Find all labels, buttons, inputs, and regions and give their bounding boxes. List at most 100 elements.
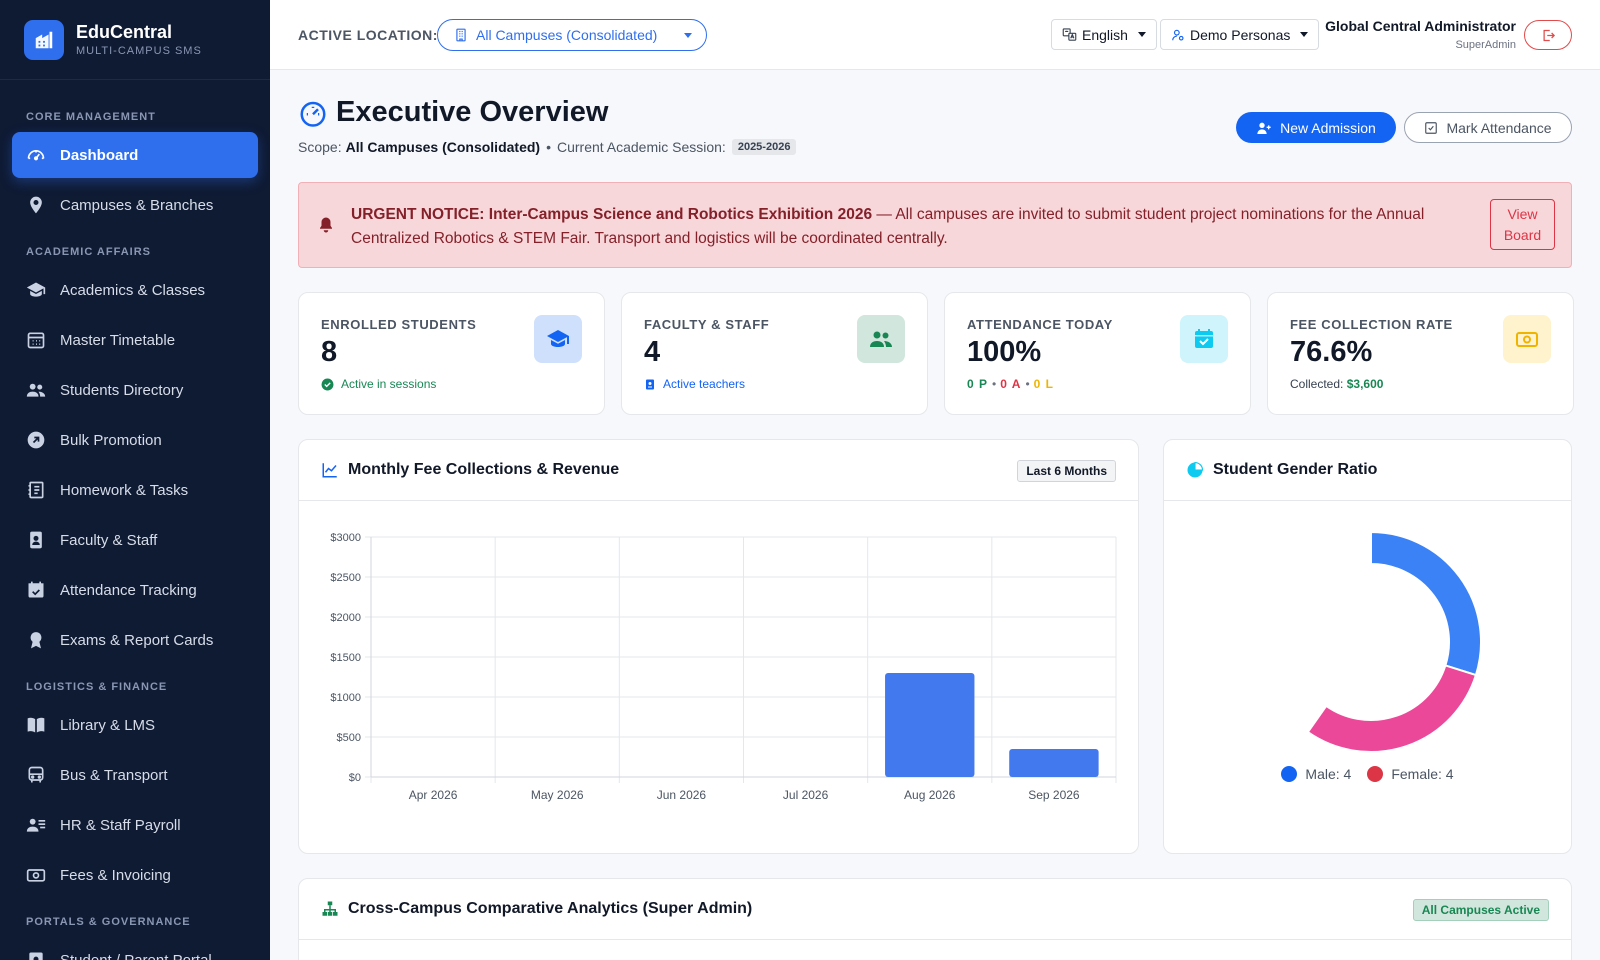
session-label: Current Academic Session: bbox=[556, 139, 726, 155]
sidebar-item-label: Homework & Tasks bbox=[60, 481, 189, 499]
sidebar-item-label: Dashboard bbox=[60, 146, 139, 164]
stat-sub-text: Active teachers bbox=[663, 377, 746, 391]
sidebar-item-label: Master Timetable bbox=[60, 331, 176, 349]
sidebar-item-portal[interactable]: Student / Parent Portal bbox=[12, 937, 258, 960]
calendar-check-icon bbox=[1195, 329, 1213, 348]
sidebar-item-label: Library & LMS bbox=[60, 716, 156, 734]
person-badge-icon bbox=[29, 952, 43, 960]
calendar-check-icon bbox=[28, 581, 44, 598]
page-title: Executive Overview bbox=[298, 96, 608, 129]
y-tick-label: $1500 bbox=[330, 652, 361, 664]
stat-label: ATTENDANCE TODAY bbox=[967, 317, 1113, 332]
calendar-grid-icon bbox=[27, 332, 45, 349]
fee-chart-panel: Monthly Fee Collections & Revenue Last 6… bbox=[298, 439, 1139, 854]
gender-ratio-panel: Student Gender Ratio Male: 4 Female: 4 bbox=[1163, 439, 1572, 854]
sidebar-item-dashboard[interactable]: Dashboard bbox=[12, 132, 258, 178]
language-select[interactable]: English bbox=[1051, 19, 1157, 50]
panel-header: Cross-Campus Comparative Analytics (Supe… bbox=[299, 879, 1571, 940]
personas-select[interactable]: Demo Personas bbox=[1160, 19, 1320, 50]
present-count: 0 P bbox=[967, 377, 989, 391]
sidebar-item-attendance[interactable]: Attendance Tracking bbox=[12, 567, 258, 613]
stat-sub: Active in sessions bbox=[321, 377, 436, 391]
id-badge-icon bbox=[646, 379, 654, 389]
donut-slice-female[interactable] bbox=[1306, 664, 1478, 753]
sidebar-item-label: HR & Staff Payroll bbox=[60, 816, 181, 834]
stat-value: 100% bbox=[967, 336, 1042, 368]
personas-value: Demo Personas bbox=[1190, 26, 1291, 43]
sidebar-item-promotion[interactable]: Bulk Promotion bbox=[12, 417, 258, 463]
pie-chart-icon bbox=[1187, 461, 1204, 478]
x-tick-label: Sep 2026 bbox=[1028, 788, 1080, 802]
scope-line: Scope: All Campuses (Consolidated) • Cur… bbox=[298, 139, 797, 155]
sidebar-item-library[interactable]: Library & LMS bbox=[12, 702, 258, 748]
active-location-label: ACTIVE LOCATION: bbox=[298, 27, 438, 43]
attendance-breakdown: 0 P • 0 A • 0 L bbox=[967, 377, 1054, 391]
brand-subtitle: MULTI-CAMPUS SMS bbox=[76, 45, 202, 57]
sidebar-item-academics[interactable]: Academics & Classes bbox=[12, 267, 258, 313]
person-gear-icon bbox=[1172, 29, 1184, 41]
legend-swatch bbox=[1281, 766, 1298, 782]
urgent-notice: URGENT NOTICE: Inter-Campus Science and … bbox=[298, 182, 1572, 268]
building-icon bbox=[456, 28, 466, 42]
session-badge: 2025-2026 bbox=[731, 139, 797, 155]
translate-icon bbox=[1062, 28, 1077, 41]
brand[interactable]: EduCentral MULTI-CAMPUS SMS bbox=[0, 0, 270, 80]
campuses-active-badge: All Campuses Active bbox=[1412, 899, 1549, 921]
view-board-button[interactable]: View Board bbox=[1490, 199, 1555, 250]
scope-label: Scope: bbox=[298, 139, 342, 155]
stat-sub: Active teachers bbox=[644, 377, 745, 391]
x-tick-label: May 2026 bbox=[531, 788, 584, 802]
mark-attendance-button[interactable]: Mark Attendance bbox=[1404, 112, 1572, 143]
new-admission-button[interactable]: New Admission bbox=[1236, 112, 1396, 143]
nav-section-logistics: LOGISTICS & FINANCE bbox=[26, 681, 168, 693]
sidebar-item-faculty[interactable]: Faculty & Staff bbox=[12, 517, 258, 563]
sidebar-item-students[interactable]: Students Directory bbox=[12, 367, 258, 413]
panel-header: Monthly Fee Collections & Revenue bbox=[299, 440, 1138, 501]
sidebar-item-campuses[interactable]: Campuses & Branches bbox=[12, 182, 258, 228]
sidebar-item-fees[interactable]: Fees & Invoicing bbox=[12, 852, 258, 898]
sidebar-item-label: Campuses & Branches bbox=[60, 196, 214, 214]
stat-icon-box bbox=[1503, 315, 1551, 363]
location-select[interactable]: All Campuses (Consolidated) bbox=[437, 19, 707, 51]
gender-legend: Male: 4 Female: 4 bbox=[1164, 766, 1571, 782]
legend-label: Male: 4 bbox=[1305, 766, 1352, 782]
collected-label: Collected: bbox=[1290, 377, 1344, 391]
sidebar-item-exams[interactable]: Exams & Report Cards bbox=[12, 617, 258, 663]
y-tick-label: $3000 bbox=[330, 532, 361, 544]
arrow-up-right-circle-icon bbox=[27, 431, 45, 449]
stat-label: FACULTY & STAFF bbox=[644, 317, 770, 332]
sidebar-item-payroll[interactable]: HR & Staff Payroll bbox=[12, 802, 258, 848]
x-tick-label: Jul 2026 bbox=[783, 788, 829, 802]
line-chart-icon bbox=[322, 463, 337, 478]
sidebar-item-homework[interactable]: Homework & Tasks bbox=[12, 467, 258, 513]
stat-card-attendance: ATTENDANCE TODAY 100% 0 P • 0 A • 0 L bbox=[944, 292, 1251, 415]
person-lines-icon bbox=[26, 818, 46, 832]
logout-button[interactable] bbox=[1524, 20, 1572, 50]
cross-campus-analytics-panel: Cross-Campus Comparative Analytics (Supe… bbox=[298, 878, 1572, 960]
stat-value: 76.6% bbox=[1290, 336, 1373, 368]
brand-name: EduCentral bbox=[76, 22, 173, 42]
stat-value: 8 bbox=[321, 336, 338, 368]
journal-icon bbox=[28, 481, 44, 499]
sidebar-item-label: Bulk Promotion bbox=[60, 431, 162, 449]
chevron-down-icon bbox=[684, 32, 692, 38]
view-board-label-1: View bbox=[1507, 206, 1538, 222]
sidebar-item-timetable[interactable]: Master Timetable bbox=[12, 317, 258, 363]
late-count: 0 L bbox=[1033, 377, 1054, 391]
cash-icon bbox=[1516, 332, 1538, 347]
language-value: English bbox=[1082, 26, 1128, 43]
sidebar: EduCentral MULTI-CAMPUS SMS CORE MANAGEM… bbox=[0, 0, 270, 960]
chevron-down-icon bbox=[1300, 32, 1309, 37]
donut-slice-male[interactable] bbox=[1370, 530, 1482, 677]
nav-section-portals: PORTALS & GOVERNANCE bbox=[26, 916, 191, 928]
legend-male[interactable]: Male: 4 bbox=[1281, 766, 1351, 782]
stat-card-fees: FEE COLLECTION RATE 76.6% Collected: $3,… bbox=[1267, 292, 1574, 415]
sidebar-item-transport[interactable]: Bus & Transport bbox=[12, 752, 258, 798]
nav-section-core: CORE MANAGEMENT bbox=[26, 111, 156, 123]
x-tick-label: Apr 2026 bbox=[409, 788, 458, 802]
legend-female[interactable]: Female: 4 bbox=[1367, 766, 1454, 782]
book-icon bbox=[27, 717, 45, 733]
dashboard-gauge-icon bbox=[300, 101, 326, 127]
panel-header: Student Gender Ratio bbox=[1164, 440, 1571, 501]
check-square-icon bbox=[1425, 121, 1438, 134]
